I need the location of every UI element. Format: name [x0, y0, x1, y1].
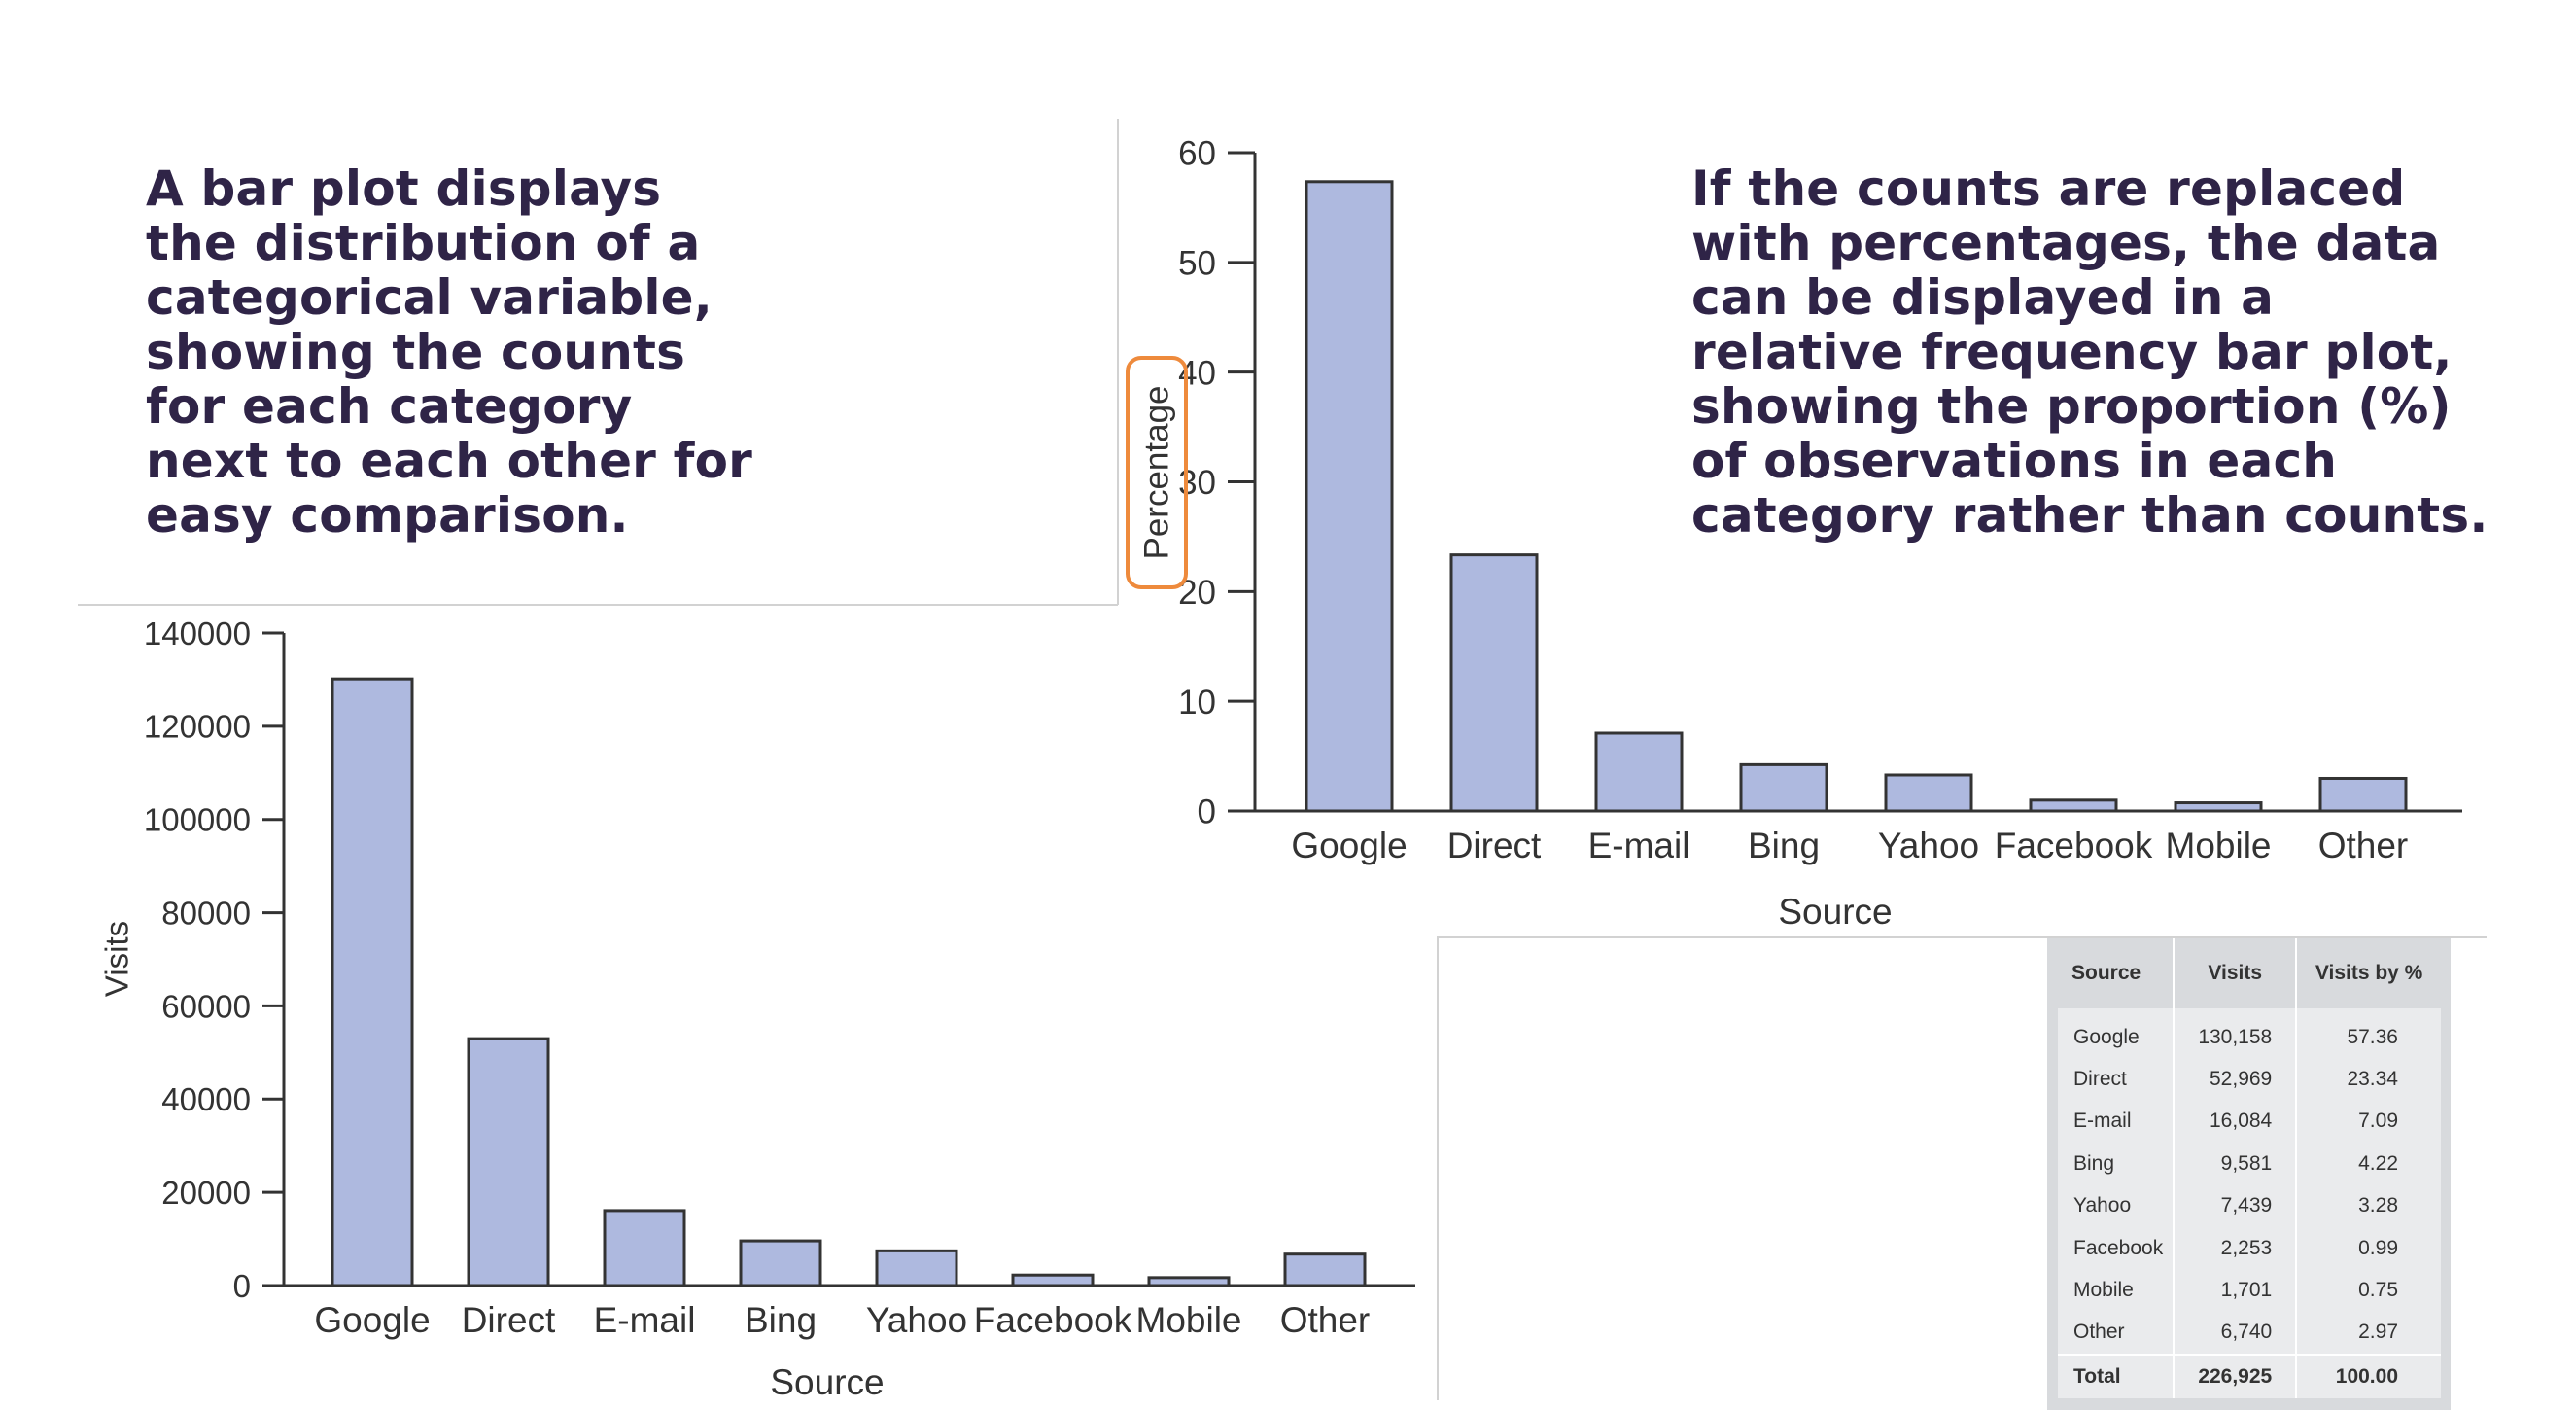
y-tick-label: 100000 — [144, 802, 251, 838]
y-tick-label: 20000 — [161, 1175, 251, 1211]
table-row: Google 130,158 57.36 — [2058, 1008, 2441, 1059]
table-row: Other 6,740 2.97 — [2058, 1311, 2441, 1356]
table-cell: 1,701 — [2174, 1269, 2298, 1312]
table-cell: 6,740 — [2174, 1311, 2298, 1356]
y-tick-label: 80000 — [161, 895, 251, 931]
table-cell: Total — [2058, 1354, 2176, 1398]
table-cell: 0.75 — [2296, 1269, 2441, 1312]
x-tick-label: Yahoo — [866, 1300, 967, 1340]
bar-yahoo — [1884, 773, 1973, 813]
table-cell: 100.00 — [2296, 1354, 2441, 1398]
table-cell: Direct — [2058, 1058, 2176, 1101]
x-tick-label: Direct — [462, 1300, 556, 1340]
y-tick-label: 0 — [1198, 793, 1216, 831]
frame-rule-divider — [1117, 119, 1119, 605]
table-row: Yahoo 7,439 3.28 — [2058, 1184, 2441, 1227]
bar-bing — [1739, 762, 1828, 813]
bar-yahoo — [875, 1249, 958, 1287]
bar-other — [2318, 776, 2408, 813]
x-axis-title: Source — [1778, 892, 1892, 932]
table-cell: Yahoo — [2058, 1184, 2176, 1227]
table-row: Mobile 1,701 0.75 — [2058, 1269, 2441, 1312]
source-table-panel: Source Visits Visits by % Google 130,158… — [2047, 938, 2451, 1410]
table-cell: 0.99 — [2296, 1226, 2441, 1270]
bar-bing — [739, 1239, 822, 1287]
table-cell: Bing — [2058, 1143, 2176, 1185]
y-tick-label: 50 — [1178, 244, 1216, 282]
table-row: Direct 52,969 23.34 — [2058, 1058, 2441, 1101]
table-cell: Mobile — [2058, 1269, 2176, 1312]
table-header-visits: Visits — [2174, 938, 2298, 1008]
bar-direct — [467, 1037, 550, 1287]
table-cell: 52,969 — [2174, 1058, 2298, 1101]
x-tick-label: E-mail — [594, 1300, 696, 1340]
y-tick-label: 40000 — [161, 1081, 251, 1117]
y-tick-label: 10 — [1178, 684, 1216, 722]
bar-facebook — [2029, 798, 2118, 813]
y-tick-label: 30 — [1178, 464, 1216, 502]
table-row: Bing 9,581 4.22 — [2058, 1143, 2441, 1185]
table-cell: E-mail — [2058, 1100, 2176, 1144]
x-tick-label: Other — [1280, 1300, 1371, 1340]
bar-other — [1283, 1252, 1367, 1287]
frame-rule-top-left — [78, 604, 1118, 606]
blurb-left: A bar plot displays the distribution of … — [146, 160, 753, 544]
bar-email — [603, 1209, 686, 1287]
x-axis-title: Source — [770, 1362, 884, 1402]
table-cell: 2.97 — [2296, 1311, 2441, 1356]
y-tick-label: 140000 — [144, 616, 251, 652]
x-tick-label: Mobile — [2166, 826, 2272, 865]
table-row: Facebook 2,253 0.99 — [2058, 1226, 2441, 1270]
bar-google — [1305, 180, 1394, 813]
y-tick-label: 40 — [1178, 354, 1216, 392]
x-tick-label: Direct — [1447, 826, 1542, 865]
y-tick-label: 120000 — [144, 709, 251, 745]
blurb-right: If the counts are replaced with percenta… — [1691, 160, 2489, 544]
table-header-visits-pct: Visits by % — [2296, 938, 2441, 1008]
x-tick-label: E-mail — [1588, 826, 1690, 865]
x-tick-label: Bing — [745, 1300, 817, 1340]
table-header-source: Source — [2058, 938, 2176, 1008]
x-tick-label: Other — [2318, 826, 2409, 865]
table-cell: Other — [2058, 1311, 2176, 1356]
source-table: Source Visits Visits by % Google 130,158… — [2058, 938, 2441, 1398]
table-row: E-mail 16,084 7.09 — [2058, 1100, 2441, 1144]
table-total-row: Total 226,925 100.00 — [2058, 1354, 2441, 1398]
x-tick-label: Mobile — [1136, 1300, 1242, 1340]
table-cell: Facebook — [2058, 1226, 2176, 1270]
table-header-row: Source Visits Visits by % — [2058, 938, 2441, 1008]
table-cell: 7.09 — [2296, 1100, 2441, 1144]
table-cell: 9,581 — [2174, 1143, 2298, 1185]
table-cell: 16,084 — [2174, 1100, 2298, 1144]
bar-facebook — [1011, 1273, 1095, 1287]
bar-direct — [1449, 553, 1539, 813]
table-cell: 2,253 — [2174, 1226, 2298, 1270]
table-cell: 130,158 — [2174, 1008, 2298, 1059]
table-cell: 3.28 — [2296, 1184, 2441, 1227]
table-cell: 226,925 — [2174, 1354, 2298, 1398]
table-cell: 57.36 — [2296, 1008, 2441, 1059]
y-axis-title: Percentage — [1138, 385, 1176, 559]
y-tick-label: 0 — [233, 1268, 251, 1304]
x-tick-label: Google — [1291, 826, 1407, 865]
x-tick-label: Facebook — [1995, 826, 2153, 865]
y-axis-title: Visits — [99, 921, 135, 997]
x-tick-label: Facebook — [974, 1300, 1132, 1340]
table-cell: 23.34 — [2296, 1058, 2441, 1101]
frame-rule-table-top — [1437, 936, 2487, 938]
x-tick-label: Google — [314, 1300, 430, 1340]
y-tick-label: 60000 — [161, 988, 251, 1024]
table-cell: 4.22 — [2296, 1143, 2441, 1185]
frame-rule-table-left — [1437, 936, 1439, 1400]
x-tick-label: Yahoo — [1878, 826, 1979, 865]
bar-google — [331, 677, 414, 1287]
y-axis-title-highlight — [1126, 356, 1188, 589]
y-tick-label: 60 — [1178, 135, 1216, 173]
x-tick-label: Bing — [1748, 826, 1820, 865]
table-cell: Google — [2058, 1008, 2176, 1059]
table-cell: 7,439 — [2174, 1184, 2298, 1227]
bar-email — [1594, 731, 1684, 813]
